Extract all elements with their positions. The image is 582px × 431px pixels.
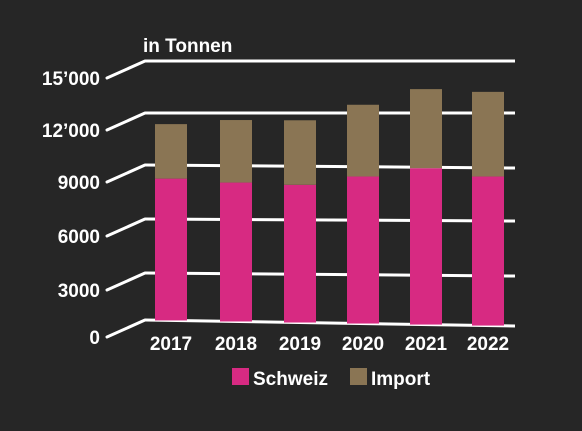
bar-import-2021	[410, 89, 442, 169]
y-tick-label: 6000	[58, 227, 100, 248]
gridline	[144, 318, 516, 328]
gridlines	[105, 59, 516, 339]
y-axis-tick-labels: 0 3000 6000 9000 12’000 15’000	[42, 69, 100, 349]
bar-schweiz-2021	[410, 168, 442, 325]
bar-schweiz-2018	[220, 182, 252, 322]
bar-import-2019	[284, 120, 316, 185]
x-tick-label: 2018	[215, 334, 257, 355]
bar-import-2018	[220, 120, 252, 183]
bar-schweiz-2019	[284, 184, 316, 323]
gridline-stub	[105, 59, 147, 80]
gridline	[144, 163, 516, 170]
x-axis-tick-labels: 2017 2018 2019 2020 2021 2022	[150, 334, 509, 355]
y-tick-label: 3000	[58, 281, 100, 302]
gridline-stub	[105, 271, 147, 292]
legend-label-import: Import	[371, 369, 431, 390]
x-tick-label: 2019	[279, 334, 321, 355]
y-tick-label: 15’000	[42, 69, 100, 90]
bar-import-2017	[155, 124, 187, 179]
x-tick-label: 2022	[467, 334, 509, 355]
legend: Schweiz Import	[232, 368, 431, 390]
bar-import-2020	[347, 104, 379, 177]
gridline-stub	[105, 318, 147, 339]
gridline-stub	[105, 217, 147, 238]
legend-swatch-import	[350, 368, 367, 385]
unit-label: in Tonnen	[143, 36, 232, 57]
gridline	[144, 217, 516, 223]
gridline-stub	[105, 111, 147, 132]
x-tick-label: 2021	[405, 334, 448, 355]
bar-import-2022	[472, 91, 504, 177]
gridline	[144, 271, 516, 278]
y-tick-label: 0	[89, 328, 100, 349]
legend-label-schweiz: Schweiz	[253, 369, 328, 390]
y-tick-label: 9000	[58, 173, 100, 194]
bars	[155, 89, 504, 326]
y-tick-label: 12’000	[42, 121, 100, 142]
bar-schweiz-2022	[472, 176, 504, 326]
x-tick-label: 2020	[342, 334, 384, 355]
bar-schweiz-2020	[347, 176, 379, 324]
bar-schweiz-2017	[155, 178, 187, 321]
x-tick-label: 2017	[150, 334, 192, 355]
gridline-stub	[105, 163, 147, 184]
legend-swatch-schweiz	[232, 368, 249, 385]
